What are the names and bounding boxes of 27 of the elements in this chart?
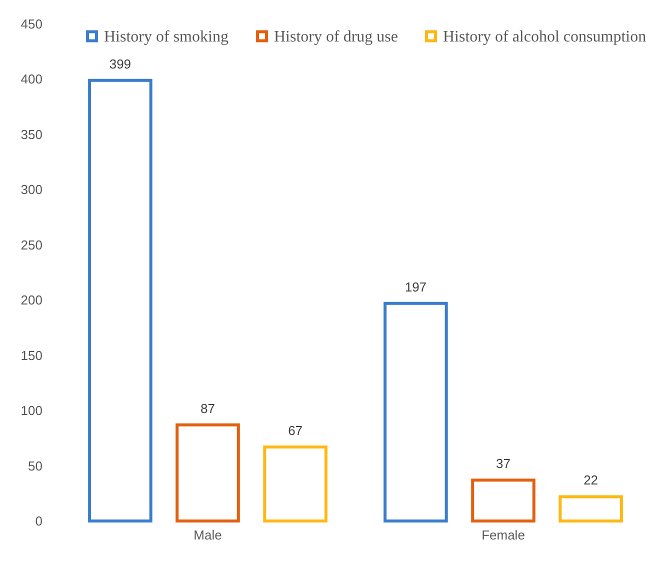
y-tick-label: 150 bbox=[20, 348, 42, 363]
y-tick-label: 200 bbox=[20, 292, 42, 308]
data-label: 67 bbox=[288, 423, 303, 438]
data-label: 197 bbox=[404, 279, 427, 294]
bar bbox=[176, 423, 240, 522]
x-tick-label: Male bbox=[194, 528, 222, 542]
bar bbox=[558, 495, 623, 522]
y-tick-label: 300 bbox=[20, 182, 42, 198]
bar bbox=[384, 302, 448, 522]
y-tick-label: 400 bbox=[20, 72, 42, 87]
bar bbox=[471, 478, 536, 522]
y-tick-label: 0 bbox=[35, 514, 42, 528]
y-tick-label: 350 bbox=[20, 126, 42, 142]
data-label: 37 bbox=[496, 456, 510, 472]
y-tick-label: 50 bbox=[28, 458, 42, 474]
y-tick-label: 100 bbox=[20, 403, 42, 418]
legend-label: History of alcohol consumption bbox=[443, 28, 646, 46]
data-label: 399 bbox=[109, 56, 132, 72]
data-label: 87 bbox=[200, 400, 215, 416]
bar bbox=[263, 446, 328, 522]
y-tick-label: 450 bbox=[20, 16, 42, 32]
legend-label: History of smoking bbox=[104, 28, 228, 46]
data-label: 22 bbox=[584, 472, 598, 488]
bar bbox=[88, 78, 152, 522]
x-tick-label: Female bbox=[482, 528, 525, 542]
legend-label: History of drug use bbox=[274, 28, 398, 46]
y-tick-label: 250 bbox=[20, 237, 42, 252]
